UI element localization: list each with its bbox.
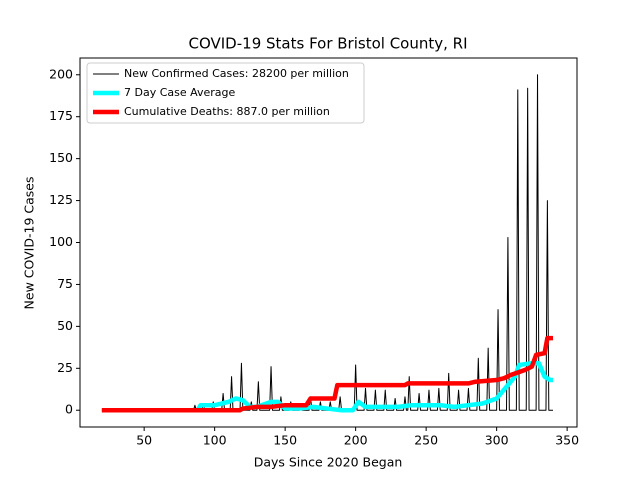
y-axis-label: New COVID-19 Cases [22,177,37,310]
plot-frame [79,57,578,428]
legend-label: New Confirmed Cases: 28200 per million [124,67,349,80]
x-tick-label: 350 [555,433,579,448]
legend-label: Cumulative Deaths: 887.0 per million [124,105,330,118]
y-tick-label: 150 [49,150,73,165]
x-tick-label: 250 [414,433,438,448]
y-tick-label: 0 [65,402,73,417]
x-axis-label: Days Since 2020 Began [254,455,403,470]
legend-label: 7 Day Case Average [124,86,236,99]
legend-box [86,62,365,124]
x-tick-label: 300 [485,433,509,448]
x-tick-label: 150 [273,433,297,448]
y-tick-label: 100 [49,234,73,249]
series-line [101,335,554,413]
chart-title: COVID-19 Stats For Bristol County, RI [188,35,467,53]
y-tick-label: 25 [57,360,73,375]
y-tick-label: 200 [49,66,73,81]
x-tick-label: 100 [203,433,227,448]
y-tick-label: 175 [49,108,73,123]
y-tick-label: 125 [49,192,73,207]
y-tick-label: 50 [57,318,73,333]
x-tick-label: 200 [344,433,368,448]
y-tick-label: 75 [57,276,73,291]
x-tick-label: 50 [136,433,152,448]
